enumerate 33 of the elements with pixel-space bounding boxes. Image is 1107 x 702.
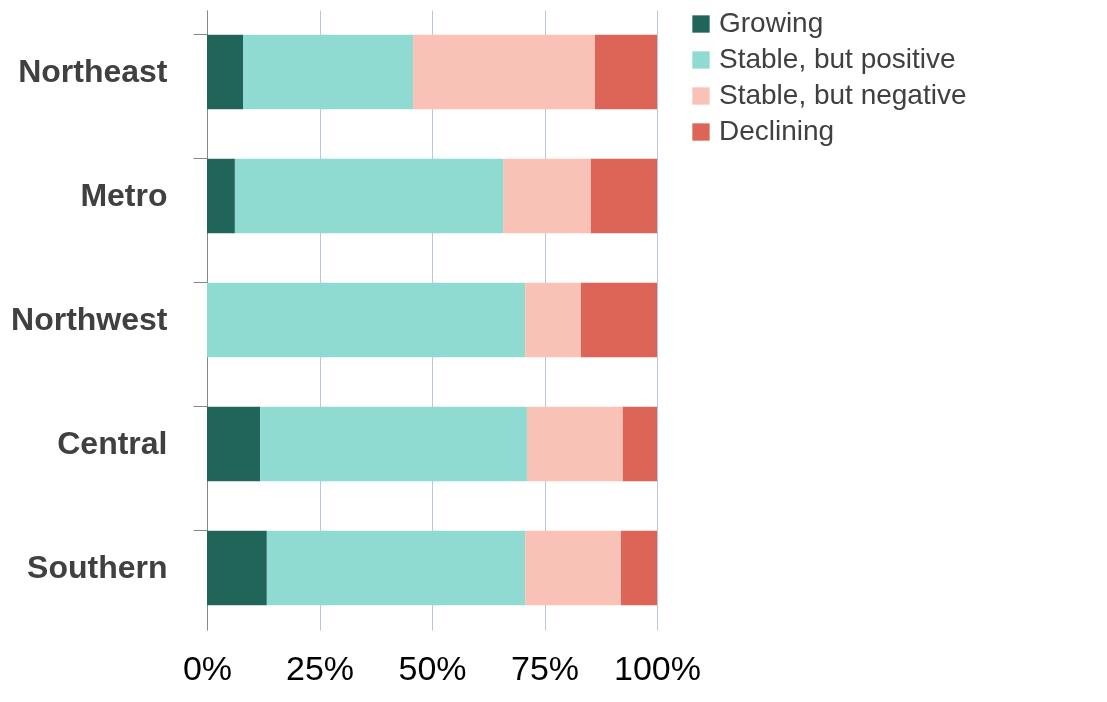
- y-tick-label: Metro: [80, 177, 168, 213]
- y-tick-label: Southern: [27, 549, 168, 585]
- bar: [260, 406, 527, 482]
- x-tick-label: 100%: [614, 648, 701, 687]
- bar: [207, 34, 243, 110]
- x-tick-label: 50%: [398, 648, 467, 687]
- legend-label: Stable, but positive: [719, 43, 956, 74]
- y-tick-label: Northwest: [11, 301, 168, 337]
- bar: [590, 158, 657, 234]
- bar: [243, 34, 414, 110]
- bar: [621, 530, 657, 606]
- bar: [234, 158, 504, 234]
- bar: [207, 530, 267, 606]
- bar: [413, 34, 595, 110]
- bar: [503, 158, 591, 234]
- y-tick-label: Central: [57, 425, 168, 461]
- bar: [525, 282, 581, 358]
- x-tick-label: 25%: [285, 648, 355, 687]
- bar: [207, 282, 526, 358]
- bar: [594, 34, 657, 110]
- legend-label: Stable, but negative: [719, 79, 967, 110]
- x-tick-label: 0%: [182, 648, 233, 687]
- bar: [266, 530, 526, 606]
- bar: [580, 282, 657, 358]
- x-tick-label: 75%: [510, 648, 580, 687]
- bar: [622, 406, 657, 482]
- bar: [525, 530, 621, 606]
- y-tick-label: Northeast: [18, 53, 168, 89]
- legend-label: Growing: [719, 7, 824, 38]
- bar: [526, 406, 623, 482]
- legend-label: Declining: [719, 115, 835, 146]
- bar: [207, 158, 235, 234]
- bar: [207, 406, 261, 482]
